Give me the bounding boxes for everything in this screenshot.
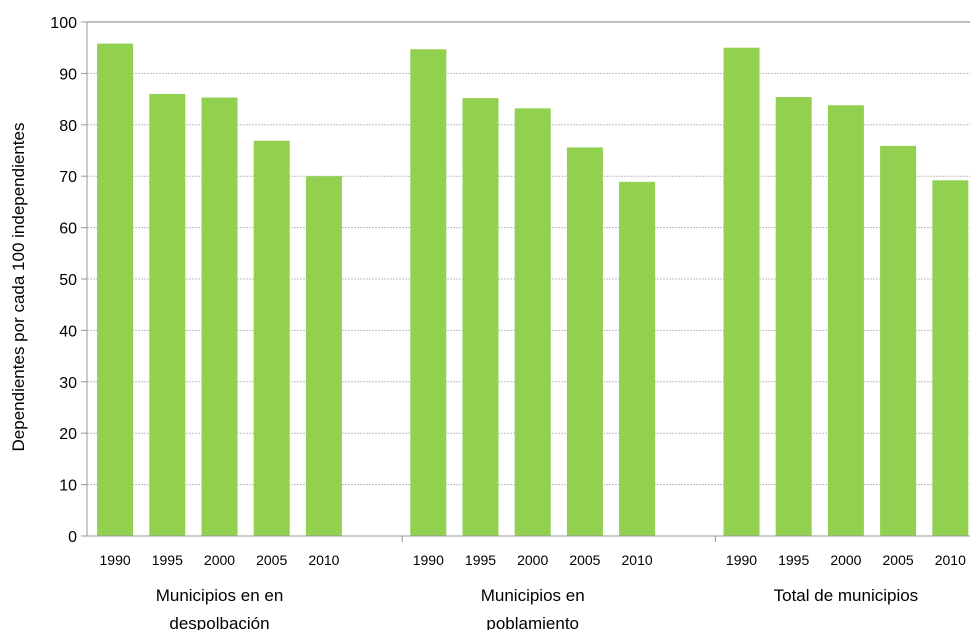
y-tick-label: 60 bbox=[59, 221, 77, 238]
group-labels: Municipios en en despolbación Municipios e… bbox=[156, 586, 918, 630]
group-label: despolbación bbox=[169, 614, 269, 630]
bar bbox=[827, 105, 864, 536]
bar bbox=[305, 176, 342, 536]
y-tick-label: 70 bbox=[59, 169, 77, 186]
x-tick-label: 1990 bbox=[100, 552, 131, 568]
x-tick-label: 2010 bbox=[622, 552, 653, 568]
x-tick-label: 2000 bbox=[204, 552, 235, 568]
group-label: Municipios en en bbox=[156, 586, 284, 605]
x-tick-label: 1995 bbox=[465, 552, 496, 568]
bar bbox=[775, 97, 812, 536]
x-tick-label: 2010 bbox=[308, 552, 339, 568]
group-label: Total de municipios bbox=[774, 586, 919, 605]
y-tick-label: 10 bbox=[59, 478, 77, 495]
x-tick-label: 2005 bbox=[256, 552, 287, 568]
x-tick-label: 2005 bbox=[569, 552, 600, 568]
bar bbox=[932, 180, 969, 536]
y-tick-label: 0 bbox=[68, 529, 77, 546]
y-tick-label: 30 bbox=[59, 375, 77, 392]
bar bbox=[619, 181, 656, 536]
group-label: Municipios en bbox=[481, 586, 585, 605]
bar bbox=[723, 47, 760, 536]
bar bbox=[514, 108, 551, 537]
x-tick-label: 2005 bbox=[883, 552, 914, 568]
y-tick-label: 100 bbox=[50, 15, 77, 32]
x-tick-label: 1995 bbox=[152, 552, 183, 568]
y-axis-label: Dependientes por cada 100 independientes bbox=[9, 123, 28, 452]
x-axis-ticks: 1990 1995 2000 2005 2010 1990 1995 2000 2005 2010… bbox=[100, 536, 966, 568]
y-tick-label: 80 bbox=[59, 118, 77, 135]
y-axis-ticks: 0 10 20 30 40 50 60 70 80 90 100 bbox=[50, 15, 87, 546]
x-tick-label: 1995 bbox=[778, 552, 809, 568]
x-tick-label: 2000 bbox=[830, 552, 861, 568]
group-label: poblamiento bbox=[486, 614, 579, 630]
bar bbox=[462, 98, 499, 537]
x-tick-label: 1990 bbox=[726, 552, 757, 568]
y-tick-label: 20 bbox=[59, 426, 77, 443]
bar bbox=[149, 93, 186, 537]
y-tick-label: 90 bbox=[59, 66, 77, 83]
bar bbox=[566, 147, 603, 536]
x-tick-label: 2010 bbox=[935, 552, 966, 568]
y-tick-label: 50 bbox=[59, 272, 77, 289]
bar bbox=[97, 43, 134, 536]
bar bbox=[410, 49, 447, 536]
bar bbox=[201, 97, 238, 537]
bar bbox=[253, 140, 290, 536]
bar bbox=[880, 145, 917, 536]
x-tick-label: 2000 bbox=[517, 552, 548, 568]
y-tick-label: 40 bbox=[59, 323, 77, 340]
bars bbox=[97, 43, 969, 537]
x-tick-label: 1990 bbox=[413, 552, 444, 568]
